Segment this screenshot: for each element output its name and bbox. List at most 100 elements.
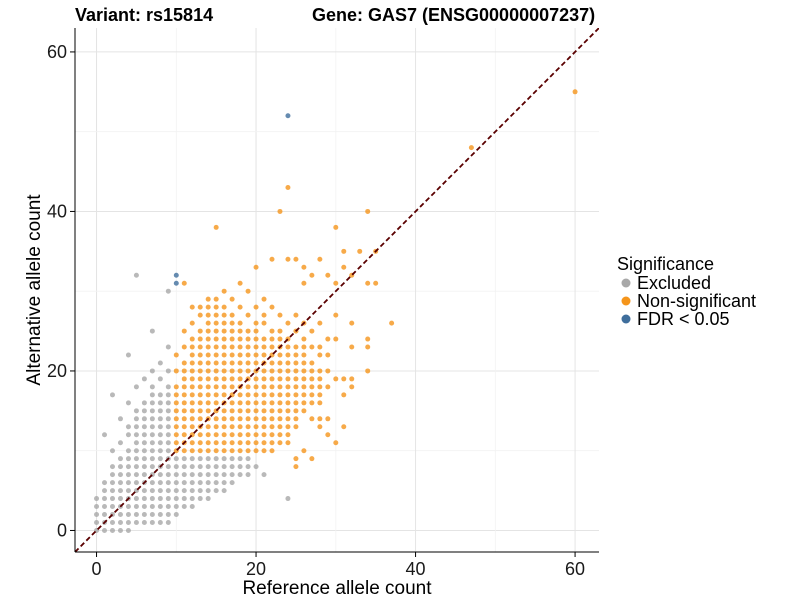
- point-excluded: [117, 456, 123, 462]
- point-non-significant: [237, 360, 243, 366]
- point-non-significant: [333, 336, 339, 342]
- point-excluded: [102, 512, 108, 518]
- point-excluded: [285, 496, 291, 502]
- x-axis-label: Reference allele count: [242, 578, 432, 599]
- point-excluded: [117, 440, 123, 446]
- point-excluded: [229, 472, 235, 478]
- point-non-significant: [245, 312, 251, 318]
- point-non-significant: [213, 440, 219, 446]
- point-non-significant: [349, 320, 355, 326]
- point-excluded: [197, 496, 203, 502]
- point-excluded: [205, 496, 211, 502]
- point-non-significant: [229, 440, 235, 446]
- point-non-significant: [181, 384, 187, 390]
- point-non-significant: [325, 272, 331, 278]
- point-non-significant: [229, 376, 235, 382]
- point-non-significant: [261, 400, 267, 406]
- point-non-significant: [293, 384, 299, 390]
- point-non-significant: [253, 432, 259, 438]
- point-non-significant: [213, 320, 219, 326]
- point-excluded: [165, 504, 171, 510]
- point-non-significant: [253, 352, 259, 358]
- point-non-significant: [277, 328, 283, 334]
- point-excluded: [133, 408, 139, 414]
- point-non-significant: [269, 336, 275, 342]
- point-excluded: [173, 512, 179, 518]
- point-non-significant: [317, 376, 323, 382]
- point-non-significant: [237, 344, 243, 350]
- point-excluded: [141, 519, 147, 525]
- point-non-significant: [253, 264, 259, 270]
- point-non-significant: [237, 376, 243, 382]
- point-non-significant: [181, 360, 187, 366]
- point-non-significant: [229, 400, 235, 406]
- point-non-significant: [309, 376, 315, 382]
- point-non-significant: [181, 408, 187, 414]
- point-non-significant: [325, 384, 331, 390]
- point-non-significant: [213, 448, 219, 454]
- point-excluded: [133, 519, 139, 525]
- point-fdr: [285, 113, 291, 119]
- point-fdr: [173, 272, 179, 278]
- point-non-significant: [205, 432, 211, 438]
- point-excluded: [213, 464, 219, 470]
- point-non-significant: [309, 360, 315, 366]
- point-non-significant: [277, 384, 283, 390]
- point-excluded: [213, 472, 219, 478]
- point-non-significant: [205, 320, 211, 326]
- point-non-significant: [213, 224, 219, 230]
- point-excluded: [125, 504, 131, 510]
- point-non-significant: [173, 352, 179, 358]
- legend: Significance Excluded Non-significant FD…: [617, 254, 756, 329]
- point-non-significant: [261, 440, 267, 446]
- point-non-significant: [189, 448, 195, 454]
- point-non-significant: [213, 432, 219, 438]
- point-non-significant: [269, 328, 275, 334]
- point-excluded: [133, 448, 139, 454]
- point-non-significant: [269, 424, 275, 430]
- y-tick-label: 20: [47, 361, 67, 381]
- point-excluded: [189, 496, 195, 502]
- point-excluded: [109, 527, 115, 533]
- point-non-significant: [237, 416, 243, 422]
- point-non-significant: [229, 360, 235, 366]
- point-non-significant: [221, 384, 227, 390]
- point-excluded: [125, 472, 131, 478]
- point-non-significant: [341, 376, 347, 382]
- point-non-significant: [301, 400, 307, 406]
- point-excluded: [125, 456, 131, 462]
- point-excluded: [173, 464, 179, 470]
- point-excluded: [165, 440, 171, 446]
- point-non-significant: [349, 376, 355, 382]
- point-excluded: [181, 488, 187, 494]
- point-non-significant: [213, 384, 219, 390]
- point-non-significant: [333, 376, 339, 382]
- point-excluded: [157, 392, 163, 398]
- point-excluded: [197, 456, 203, 462]
- point-excluded: [109, 464, 115, 470]
- point-non-significant: [325, 368, 331, 374]
- point-non-significant: [245, 368, 251, 374]
- point-non-significant: [205, 352, 211, 358]
- point-excluded: [94, 512, 100, 518]
- point-non-significant: [173, 392, 179, 398]
- point-excluded: [165, 416, 171, 422]
- point-non-significant: [173, 416, 179, 422]
- point-excluded: [253, 464, 259, 470]
- point-non-significant: [277, 376, 283, 382]
- point-excluded: [117, 512, 123, 518]
- point-non-significant: [229, 448, 235, 454]
- point-non-significant: [197, 304, 203, 310]
- point-non-significant: [221, 440, 227, 446]
- point-non-significant: [301, 448, 307, 454]
- x-tick-label: 0: [92, 559, 102, 579]
- point-non-significant: [245, 344, 251, 350]
- point-non-significant: [277, 312, 283, 318]
- point-excluded: [229, 480, 235, 486]
- point-non-significant: [341, 264, 347, 270]
- point-non-significant: [229, 384, 235, 390]
- point-excluded: [165, 432, 171, 438]
- point-excluded: [141, 488, 147, 494]
- point-excluded: [149, 519, 155, 525]
